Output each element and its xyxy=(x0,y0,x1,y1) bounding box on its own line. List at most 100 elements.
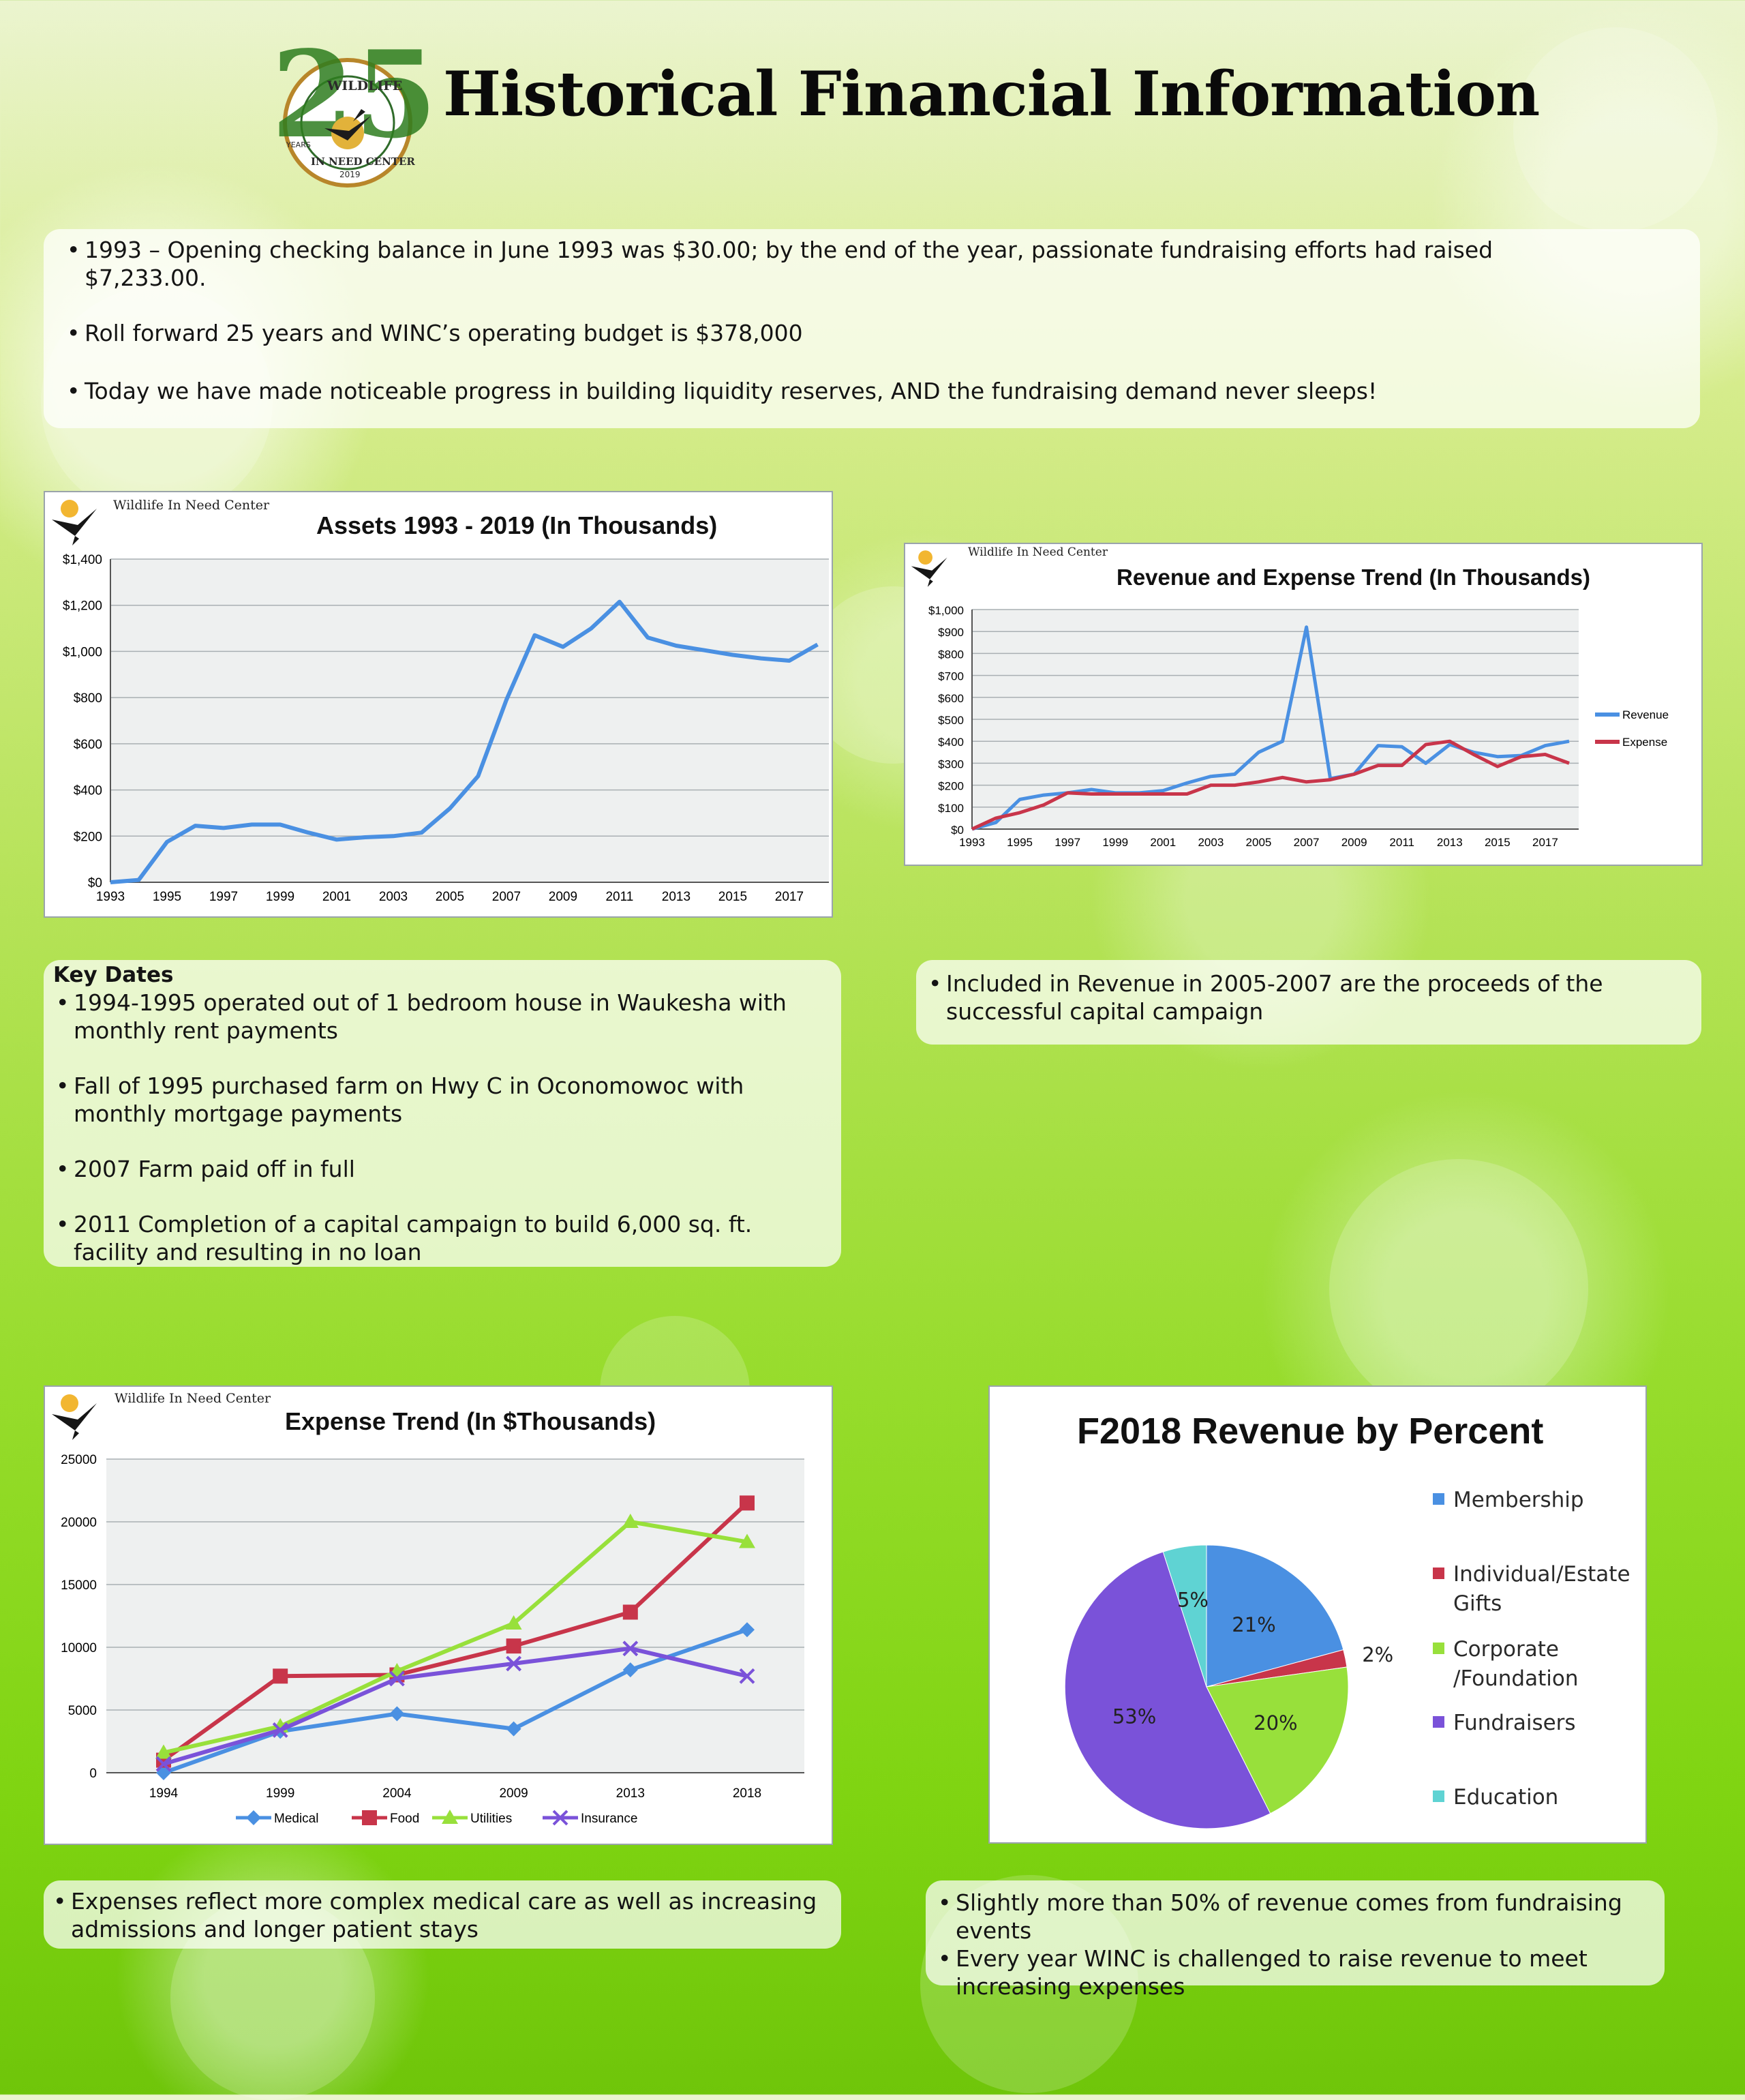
data-point-food xyxy=(506,1638,521,1654)
data-point-medical xyxy=(740,1622,755,1638)
x-tick-label: 1999 xyxy=(266,1786,294,1801)
legend-label: Expense xyxy=(1622,736,1667,749)
x-tick-label: 2011 xyxy=(605,890,633,904)
expense-trend-plot: 0 5000 10000 15000 20000 25000 1994 1999 2004 200… xyxy=(61,1453,804,1826)
x-tick-label: 1995 xyxy=(1007,836,1033,849)
legend-swatch xyxy=(1433,1790,1444,1802)
series-line-food xyxy=(162,1501,749,1762)
y-tick-label: $600 xyxy=(938,692,964,705)
y-tick-label: $0 xyxy=(951,824,964,837)
series-line-assets xyxy=(110,599,819,884)
legend-label: Individual/Estate xyxy=(1453,1562,1630,1587)
y-tick-label: $200 xyxy=(74,830,102,844)
expense-note-text: Expenses reflect more complex medical ca… xyxy=(50,1887,821,1943)
series-line-insurance xyxy=(163,1646,748,1766)
legend-marker xyxy=(442,1810,458,1824)
revenue-expense-plot: $0 $100 $200 $300 $400 $500 $600 $700 $800 $900 $1… xyxy=(928,604,1669,849)
x-tick-label: 2003 xyxy=(1198,836,1224,849)
x-tick-label: 2003 xyxy=(379,890,408,904)
page-title: Historical Financial Information xyxy=(443,58,1540,130)
x-tick-label: 2005 xyxy=(1246,836,1272,849)
expense-trend-chart: Wildlife In Need Center Expense Trend (I… xyxy=(44,1385,833,1845)
x-tick-label: 1995 xyxy=(153,890,181,904)
expense-note: Expenses reflect more complex medical ca… xyxy=(44,1880,841,1949)
y-tick-label: 25000 xyxy=(61,1453,97,1467)
pie-slice xyxy=(1064,1551,1271,1829)
data-point-food xyxy=(273,1668,288,1684)
data-point-insurance xyxy=(739,1668,755,1684)
legend-label: Education xyxy=(1453,1785,1558,1810)
x-tick-label: 2005 xyxy=(436,890,464,904)
x-tick-label: 2017 xyxy=(775,890,804,904)
x-tick-label: 1997 xyxy=(209,890,238,904)
revenue-note-text: Included in Revenue in 2005-2007 are the… xyxy=(926,970,1682,1025)
intro-note: 1993 – Opening checking balance in June … xyxy=(44,229,1700,428)
x-tick-label: 1997 xyxy=(1054,836,1080,849)
pie-slice xyxy=(1162,1544,1207,1687)
y-tick-label: $700 xyxy=(938,670,964,683)
y-tick-label: $800 xyxy=(938,648,964,661)
x-tick-label: 1993 xyxy=(959,836,985,849)
x-tick-label: 2015 xyxy=(1485,836,1511,849)
legend-label: Membership xyxy=(1453,1488,1584,1512)
x-tick-label: 2009 xyxy=(1341,836,1367,849)
logo-side-text: YEARS xyxy=(286,140,311,149)
data-point-insurance xyxy=(506,1655,522,1672)
y-tick-label: $400 xyxy=(938,736,964,749)
series-line-expense xyxy=(971,739,1570,831)
y-tick-label: $1,400 xyxy=(63,553,102,567)
legend-swatch xyxy=(1433,1567,1444,1579)
data-point-utilities xyxy=(505,1615,522,1630)
data-point-utilities xyxy=(622,1514,639,1528)
x-tick-label: 2013 xyxy=(616,1786,645,1801)
data-point-utilities xyxy=(739,1533,755,1548)
revenue-note: Included in Revenue in 2005-2007 are the… xyxy=(916,960,1701,1045)
legend-swatch xyxy=(1433,1493,1444,1505)
key-date-item: 2011 Completion of a capital campaign to… xyxy=(53,1210,830,1266)
y-tick-label: $1,000 xyxy=(928,604,964,617)
intro-bullet: Roll forward 25 years and WINC’s operati… xyxy=(64,319,1680,347)
data-point-food xyxy=(622,1604,638,1620)
intro-bullet: 1993 – Opening checking balance in June … xyxy=(64,236,1502,292)
legend-label: Insurance xyxy=(581,1812,637,1826)
logo-year-text: 2019 xyxy=(339,170,361,179)
x-tick-label: 2015 xyxy=(718,890,747,904)
legend-label: Food xyxy=(390,1812,419,1826)
bokeh-circle xyxy=(1513,27,1718,232)
y-tick-label: $200 xyxy=(938,780,964,793)
pie-value-label: 53% xyxy=(1112,1705,1156,1728)
series-line-medical xyxy=(162,1627,748,1775)
data-point-insurance xyxy=(272,1722,288,1738)
x-tick-label: 2011 xyxy=(1389,836,1414,849)
x-tick-label: 2017 xyxy=(1532,836,1558,849)
x-tick-label: 2007 xyxy=(1294,836,1320,849)
x-tick-label: 2004 xyxy=(382,1786,412,1801)
eagle-icon xyxy=(52,500,97,545)
legend-marker xyxy=(362,1810,377,1825)
series-line-utilities xyxy=(163,1520,748,1755)
chart-title: Assets 1993 - 2019 (In Thousands) xyxy=(316,511,718,539)
eagle-icon xyxy=(911,550,947,587)
org-name: Wildlife In Need Center xyxy=(113,498,270,513)
x-tick-label: 2001 xyxy=(322,890,351,904)
x-tick-label: 2007 xyxy=(492,890,521,904)
eagle-icon xyxy=(52,1394,97,1440)
x-tick-label: 1999 xyxy=(266,890,294,904)
x-tick-label: 1993 xyxy=(96,890,125,904)
data-point-medical xyxy=(622,1662,638,1678)
org-name: Wildlife In Need Center xyxy=(968,545,1108,559)
x-tick-label: 2009 xyxy=(549,890,577,904)
anniversary-logo: 25 WILDLIFE IN NEED CENTER YEARS 2019 xyxy=(271,25,429,188)
data-point-insurance xyxy=(622,1640,639,1657)
legend-label: /Foundation xyxy=(1453,1666,1579,1691)
y-tick-label: $500 xyxy=(938,714,964,727)
pie-slice xyxy=(1206,1666,1349,1814)
bokeh-circle xyxy=(1329,1159,1588,1418)
pie-note: Slightly more than 50% of revenue comes … xyxy=(926,1880,1665,2000)
logo-bottom-text: IN NEED CENTER xyxy=(311,155,415,168)
legend-label: Corporate xyxy=(1453,1637,1559,1662)
chart-title: Expense Trend (In $Thousands) xyxy=(285,1407,656,1435)
pie-note-item: Slightly more than 50% of revenue comes … xyxy=(935,1889,1651,1945)
legend-swatch xyxy=(1433,1716,1444,1728)
key-date-item: 2007 Farm paid off in full xyxy=(53,1155,830,1183)
